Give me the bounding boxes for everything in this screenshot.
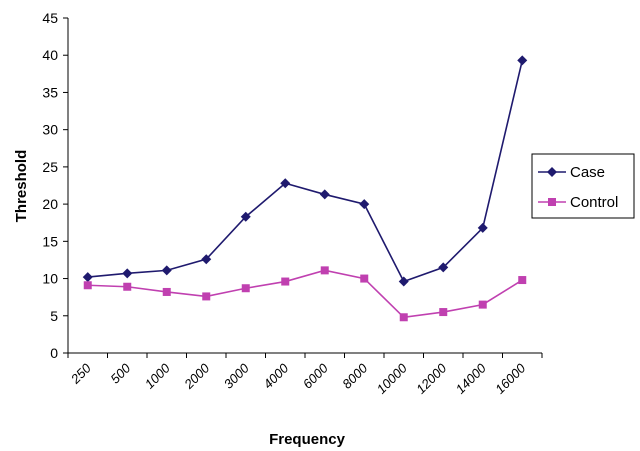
data-point-control: [439, 308, 448, 317]
data-point-case: [82, 272, 93, 283]
y-tick-label: 5: [50, 308, 58, 324]
x-tick-label: 16000: [492, 360, 529, 397]
data-point-control: [518, 276, 527, 285]
x-tick-label: 10000: [374, 360, 411, 397]
series-control: [83, 266, 527, 322]
x-tick-label: 8000: [339, 360, 371, 392]
legend-box: [531, 153, 635, 219]
y-axis-title: Threshold: [13, 150, 30, 223]
legend: Case Control: [531, 153, 635, 219]
x-axis: 250 500 1000 2000 3000 4000 6000 8000 10000 12000…: [67, 352, 543, 397]
data-point-control: [162, 287, 171, 296]
data-point-case: [438, 262, 449, 273]
x-tick-label: 3000: [221, 360, 253, 392]
x-tick-label: 4000: [260, 360, 292, 392]
series-line-case: [87, 60, 524, 283]
legend-marker-case: [547, 167, 557, 177]
y-axis: 0 5 10 15 20 25 30 35 40 45: [42, 10, 69, 361]
legend-label-control: Control: [570, 194, 618, 211]
y-tick-label: 20: [42, 196, 58, 212]
y-tick-label: 30: [42, 122, 58, 138]
data-point-control: [360, 274, 369, 283]
data-point-case: [280, 178, 291, 189]
data-point-control: [399, 313, 408, 322]
x-tick-label: 6000: [300, 360, 332, 392]
series-group: [82, 55, 528, 322]
data-point-case: [161, 265, 172, 276]
x-tick-label: 250: [67, 360, 94, 387]
series-line-control: [87, 269, 523, 319]
data-point-case: [122, 268, 133, 279]
data-point-case: [359, 199, 370, 210]
data-point-control: [123, 282, 132, 291]
data-point-control: [281, 277, 290, 286]
x-tick-label: 500: [107, 360, 133, 386]
legend-label-case: Case: [570, 164, 605, 181]
x-tick-label: 12000: [413, 360, 450, 397]
x-tick-label: 14000: [453, 360, 490, 397]
series-case: [82, 55, 528, 287]
x-tick-label: 1000: [142, 360, 174, 392]
x-axis-title: Frequency: [269, 431, 346, 448]
y-tick-label: 0: [50, 345, 58, 361]
data-point-control: [202, 292, 211, 301]
y-tick-label: 45: [42, 10, 58, 26]
legend-marker-control: [548, 198, 556, 206]
data-point-control: [241, 284, 250, 293]
data-point-control: [478, 300, 487, 309]
data-point-case: [201, 254, 212, 265]
y-tick-label: 15: [42, 233, 58, 249]
y-tick-label: 40: [42, 47, 58, 63]
y-tick-label: 10: [42, 271, 58, 287]
data-point-case: [477, 222, 488, 233]
x-tick-label: 2000: [181, 360, 213, 392]
data-point-case: [398, 276, 409, 287]
data-point-case: [517, 55, 528, 66]
y-tick-label: 35: [42, 84, 58, 100]
data-point-case: [240, 211, 251, 222]
data-point-control: [83, 281, 92, 290]
y-tick-label: 25: [42, 159, 58, 175]
data-point-control: [320, 266, 329, 275]
data-point-case: [319, 189, 330, 200]
